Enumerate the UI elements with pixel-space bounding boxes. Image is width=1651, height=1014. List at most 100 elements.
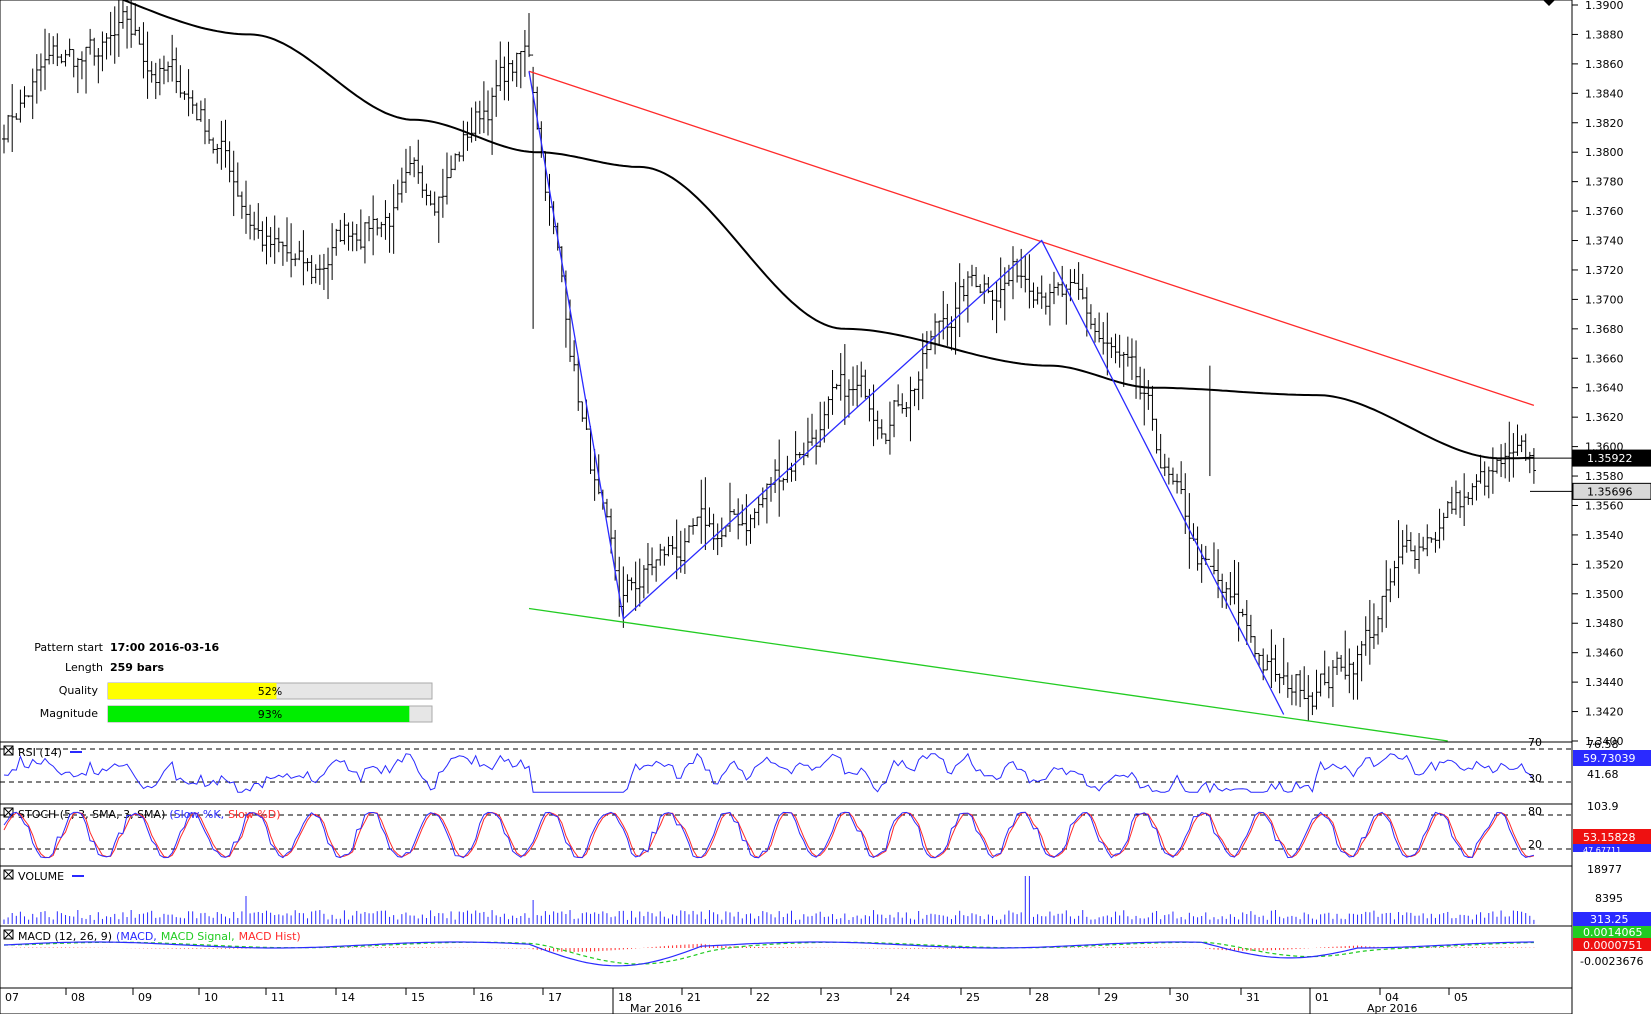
stoch-slow-d-line [3,811,1535,859]
time-axis-frame [0,987,1573,1014]
day-tick-label: 25 [966,991,980,1004]
rsi-close-icon[interactable] [3,745,14,756]
price-tick-label: 1.3780 [1585,176,1624,189]
month-label: Mar 2016 [630,1002,682,1014]
price-tick-label: 1.3740 [1585,235,1624,248]
day-tick-label: 22 [756,991,770,1004]
price-tick-label: 1.3720 [1585,264,1624,277]
macd-title: MACD (12, 26, 9) (MACD, MACD Signal, MACD H… [18,930,301,943]
macd-value-tag [1573,926,1651,938]
quality-bar-fill [108,683,277,699]
macd-scale-low: -0.0023676 [1580,955,1643,968]
stoch-d-value: 47.67711 [1583,846,1621,855]
day-tick-label: 16 [479,991,493,1004]
stoch-k-tag [1573,829,1651,844]
price-tick-label: 1.3460 [1585,647,1624,660]
volume-value-tag [1573,912,1651,926]
price-tick-label: 1.3580 [1585,470,1624,483]
last-price-tag [1572,449,1651,467]
macd-title-main: MACD (12, 26, 9) [18,930,112,943]
day-tick-label: 28 [1035,991,1049,1004]
pattern-info: Pattern start 17:00 2016-03-16 Length 25… [34,641,433,723]
time-axis: 07 08 09 10 11 14 15 16 17 18 21 22 23 24 25 28 29 30 31 01… [0,987,1573,1014]
macd-hist-value: 0.0000751 [1583,939,1643,952]
stoch-close-icon[interactable] [3,807,14,818]
stoch-k-value: 53.15828 [1583,831,1636,844]
day-tick-label: 23 [826,991,840,1004]
day-tick-label: 24 [896,991,910,1004]
macd-title-b: MACD Signal, [161,930,235,943]
rsi-title: RSI (14) [18,746,62,759]
stoch-level-20-label: 20 [1528,838,1542,851]
price-panel: 1.3900 1.3880 1.3860 1.3840 1.3820 1.3800 1.37… [0,0,1651,748]
price-tick-label: 1.3640 [1585,382,1624,395]
price-tick-label: 1.3560 [1585,499,1624,512]
price-tick-label: 1.3840 [1585,87,1624,100]
macd-title-a: (MACD, [116,930,157,943]
rsi-value: 59.73039 [1583,752,1636,765]
macd-line [3,941,1534,967]
rsi-scale-top: 76.58 [1587,738,1619,751]
last-price-value: 1.35922 [1587,452,1633,465]
rsi-scale-mid: 41.68 [1587,768,1619,781]
ma-line [121,0,1534,460]
price-tick-label: 1.3480 [1585,617,1624,630]
day-tick-label: 07 [5,991,19,1004]
macd-title-c: MACD Hist) [239,930,301,943]
support-line [528,607,1448,742]
price-tick-label: 1.3440 [1585,676,1624,689]
day-tick-label: 08 [71,991,85,1004]
price-tick-label: 1.3680 [1585,323,1624,336]
day-tick-label: 04 [1385,991,1399,1004]
day-tick-label: 10 [204,991,218,1004]
day-tick-label: 30 [1175,991,1189,1004]
price-panel-frame [0,0,1573,743]
price-tick-label: 1.3800 [1585,146,1624,159]
price-tick-label: 1.3420 [1585,706,1624,719]
scroll-marker-icon[interactable] [1543,0,1555,6]
pattern-lines: 1.35922 1.35696 [528,70,1651,742]
stoch-slow-k-line [3,811,1535,859]
price-tick-label: 1.3540 [1585,529,1624,542]
price-tick-label: 1.3500 [1585,588,1624,601]
zigzag-line [528,71,1285,715]
magnitude-label: Magnitude [40,707,99,720]
price-tick-label: 1.3700 [1585,293,1624,306]
stoch-panel: STOCH (5, 3, SMA, 3, SMA) (Slow %K, Slow %… [0,800,1651,867]
stoch-scale-top: 103.9 [1587,800,1619,813]
month-label: Apr 2016 [1367,1002,1418,1014]
pattern-start-value: 17:00 2016-03-16 [110,641,220,654]
stoch-d-tag [1573,844,1651,852]
day-tick-label: 01 [1315,991,1329,1004]
price-tick-label: 1.3520 [1585,558,1624,571]
stoch-frame [0,803,1573,867]
volume-close-icon[interactable] [3,869,14,880]
rsi-level-30-label: 30 [1528,772,1542,785]
moving-average [121,0,1534,460]
quality-label: Quality [59,684,99,697]
volume-x-icon [3,869,14,880]
length-label: Length [65,661,103,674]
day-tick-label: 15 [411,991,425,1004]
price-bars [2,0,1536,722]
stoch-level-80-label: 80 [1528,805,1542,818]
volume-value: 313.25 [1590,913,1629,926]
volume-bars [3,876,1535,924]
stoch-title-d: Slow %D) [228,808,280,821]
day-tick-label: 21 [687,991,701,1004]
stoch-title-main: STOCH (5, 3, SMA, 3, SMA) [18,808,165,821]
macd-frame [0,925,1573,989]
stoch-x-icon [3,807,14,818]
pattern-start-label: Pattern start [34,641,103,654]
price-axis: 1.3900 1.3880 1.3860 1.3840 1.3820 1.3800 1.37… [1572,0,1624,748]
day-tick-label: 31 [1246,991,1260,1004]
magnitude-value: 93% [258,708,282,721]
rsi-value-tag [1573,750,1651,766]
macd-close-icon[interactable] [3,929,14,940]
day-tick-label: 29 [1104,991,1118,1004]
resistance-line [528,70,1535,407]
macd-signal-line [4,941,1534,965]
macd-x-icon [3,929,14,940]
quality-value: 52% [258,685,282,698]
day-tick-label: 14 [341,991,355,1004]
